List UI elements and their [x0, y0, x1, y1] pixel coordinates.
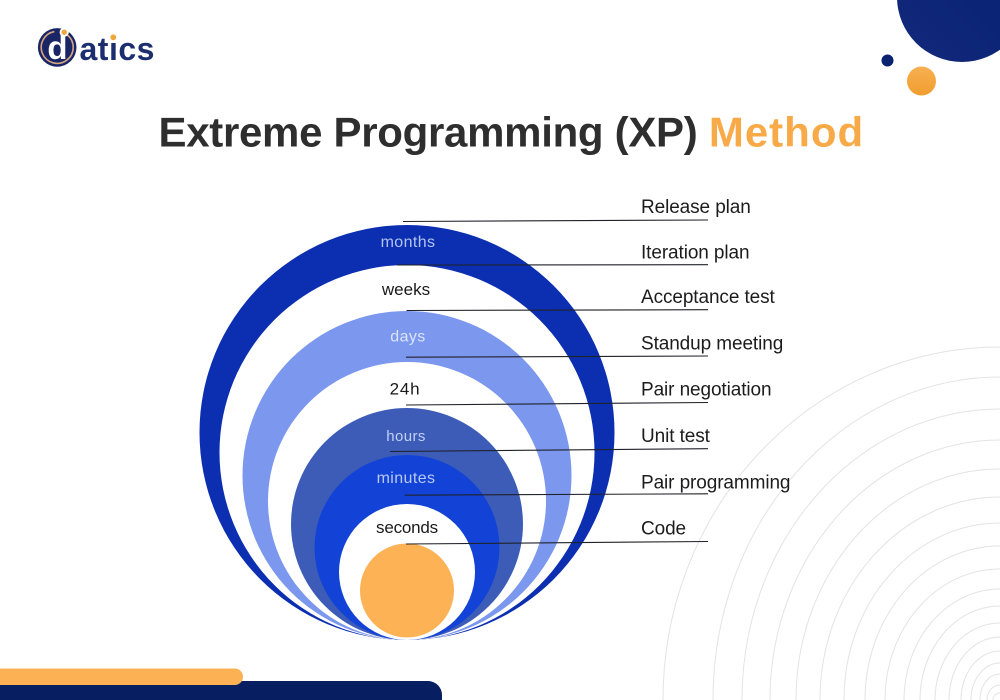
svg-text:Standup meeting: Standup meeting	[641, 334, 783, 355]
svg-text:Iteration plan: Iteration plan	[641, 242, 749, 263]
svg-text:seconds: seconds	[376, 518, 438, 537]
svg-text:Pair programming: Pair programming	[641, 472, 790, 493]
svg-text:Acceptance test: Acceptance test	[641, 287, 776, 308]
svg-text:Code: Code	[641, 519, 686, 540]
svg-text:days: days	[390, 329, 425, 346]
svg-text:Pair negotiation: Pair negotiation	[641, 380, 771, 401]
svg-text:Extreme Programming (XP) Metho: Extreme Programming (XP) Method	[159, 109, 865, 156]
svg-text:months: months	[381, 234, 436, 251]
svg-text:24h: 24h	[390, 380, 421, 399]
svg-text:atıcs: atıcs	[80, 31, 155, 67]
svg-text:Unit test: Unit test	[641, 426, 711, 447]
svg-text:Release plan: Release plan	[641, 197, 751, 218]
svg-text:weeks: weeks	[381, 280, 430, 299]
svg-text:minutes: minutes	[377, 470, 436, 487]
svg-text:hours: hours	[386, 428, 426, 445]
svg-text:d: d	[47, 29, 67, 66]
